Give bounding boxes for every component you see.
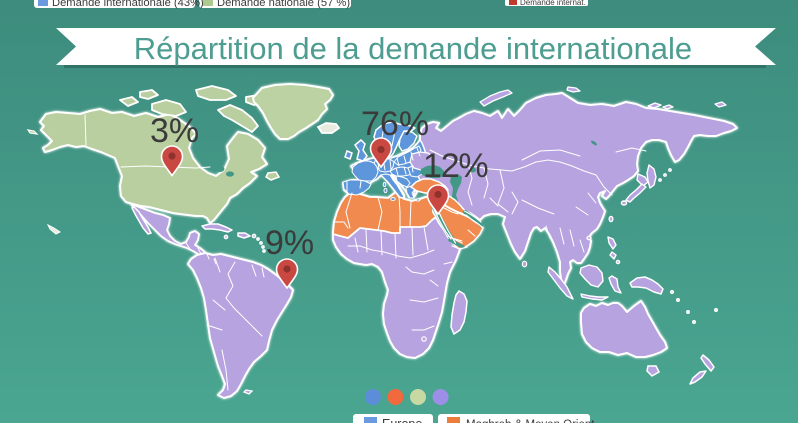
svg-text:76%: 76% bbox=[361, 105, 429, 143]
svg-text:Europe: Europe bbox=[382, 417, 422, 423]
svg-text:3%: 3% bbox=[150, 112, 199, 150]
svg-text:Demande internationale (43%): Demande internationale (43%) bbox=[52, 0, 204, 9]
svg-text:12%: 12% bbox=[423, 147, 488, 185]
svg-text:Demande nationale (57 %): Demande nationale (57 %) bbox=[217, 0, 350, 9]
svg-text:Demande internat.: Demande internat. bbox=[520, 0, 586, 7]
svg-text:Répartition de la demande inte: Répartition de la demande internationale bbox=[134, 31, 692, 66]
svg-text:9%: 9% bbox=[265, 224, 314, 262]
svg-text:Maghreb & Moyen Orient: Maghreb & Moyen Orient bbox=[466, 419, 595, 423]
